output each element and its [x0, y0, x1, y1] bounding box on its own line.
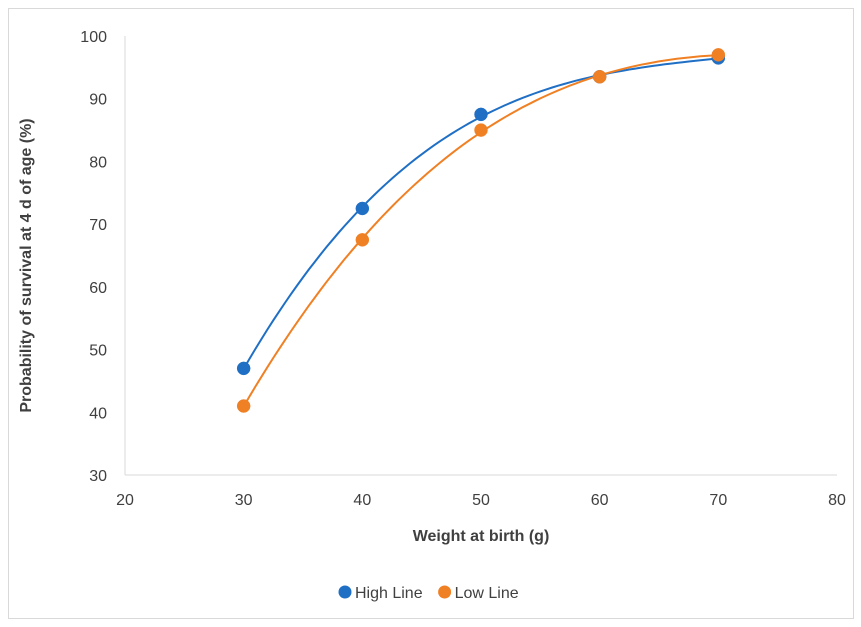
chart-frame — [8, 8, 854, 619]
x-tick-label: 20 — [116, 492, 134, 509]
x-tick-label: 30 — [235, 492, 253, 509]
data-point — [236, 361, 251, 376]
trendline-high — [242, 57, 719, 370]
y-tick-label: 50 — [89, 343, 107, 360]
legend-marker — [338, 585, 352, 599]
x-tick-label: 50 — [472, 492, 490, 509]
data-point — [592, 70, 607, 84]
x-tick-label: 80 — [828, 492, 846, 509]
y-tick-label: 80 — [89, 154, 107, 171]
data-point — [474, 123, 488, 137]
tick-labels: 20 30 40 50 60 70 80 30 40 50 60 70 80 90 100 — [80, 29, 846, 509]
legend-label: Low Line — [455, 585, 519, 602]
data-point — [474, 107, 488, 122]
data-point — [355, 201, 370, 216]
y-tick-label: 40 — [89, 405, 107, 422]
x-tick-label: 60 — [591, 492, 609, 509]
x-tick-label: 70 — [709, 492, 727, 509]
y-tick-label: 70 — [89, 217, 107, 234]
legend: High Line Low Line — [338, 585, 519, 602]
data-points — [236, 48, 726, 413]
x-tick-label: 40 — [353, 492, 371, 509]
data-point — [236, 399, 251, 413]
y-tick-label: 30 — [89, 468, 107, 485]
y-tick-label: 60 — [89, 280, 107, 297]
y-axis-label: Probability of survival at 4 d of age (%… — [18, 118, 35, 412]
data-point — [711, 48, 726, 62]
y-tick-label: 100 — [80, 29, 107, 46]
axes — [124, 36, 837, 476]
legend-marker — [438, 585, 452, 599]
legend-label: High Line — [355, 585, 423, 602]
x-axis-label: Weight at birth (g) — [413, 528, 550, 545]
data-point — [355, 233, 370, 247]
y-tick-label: 90 — [89, 92, 107, 109]
